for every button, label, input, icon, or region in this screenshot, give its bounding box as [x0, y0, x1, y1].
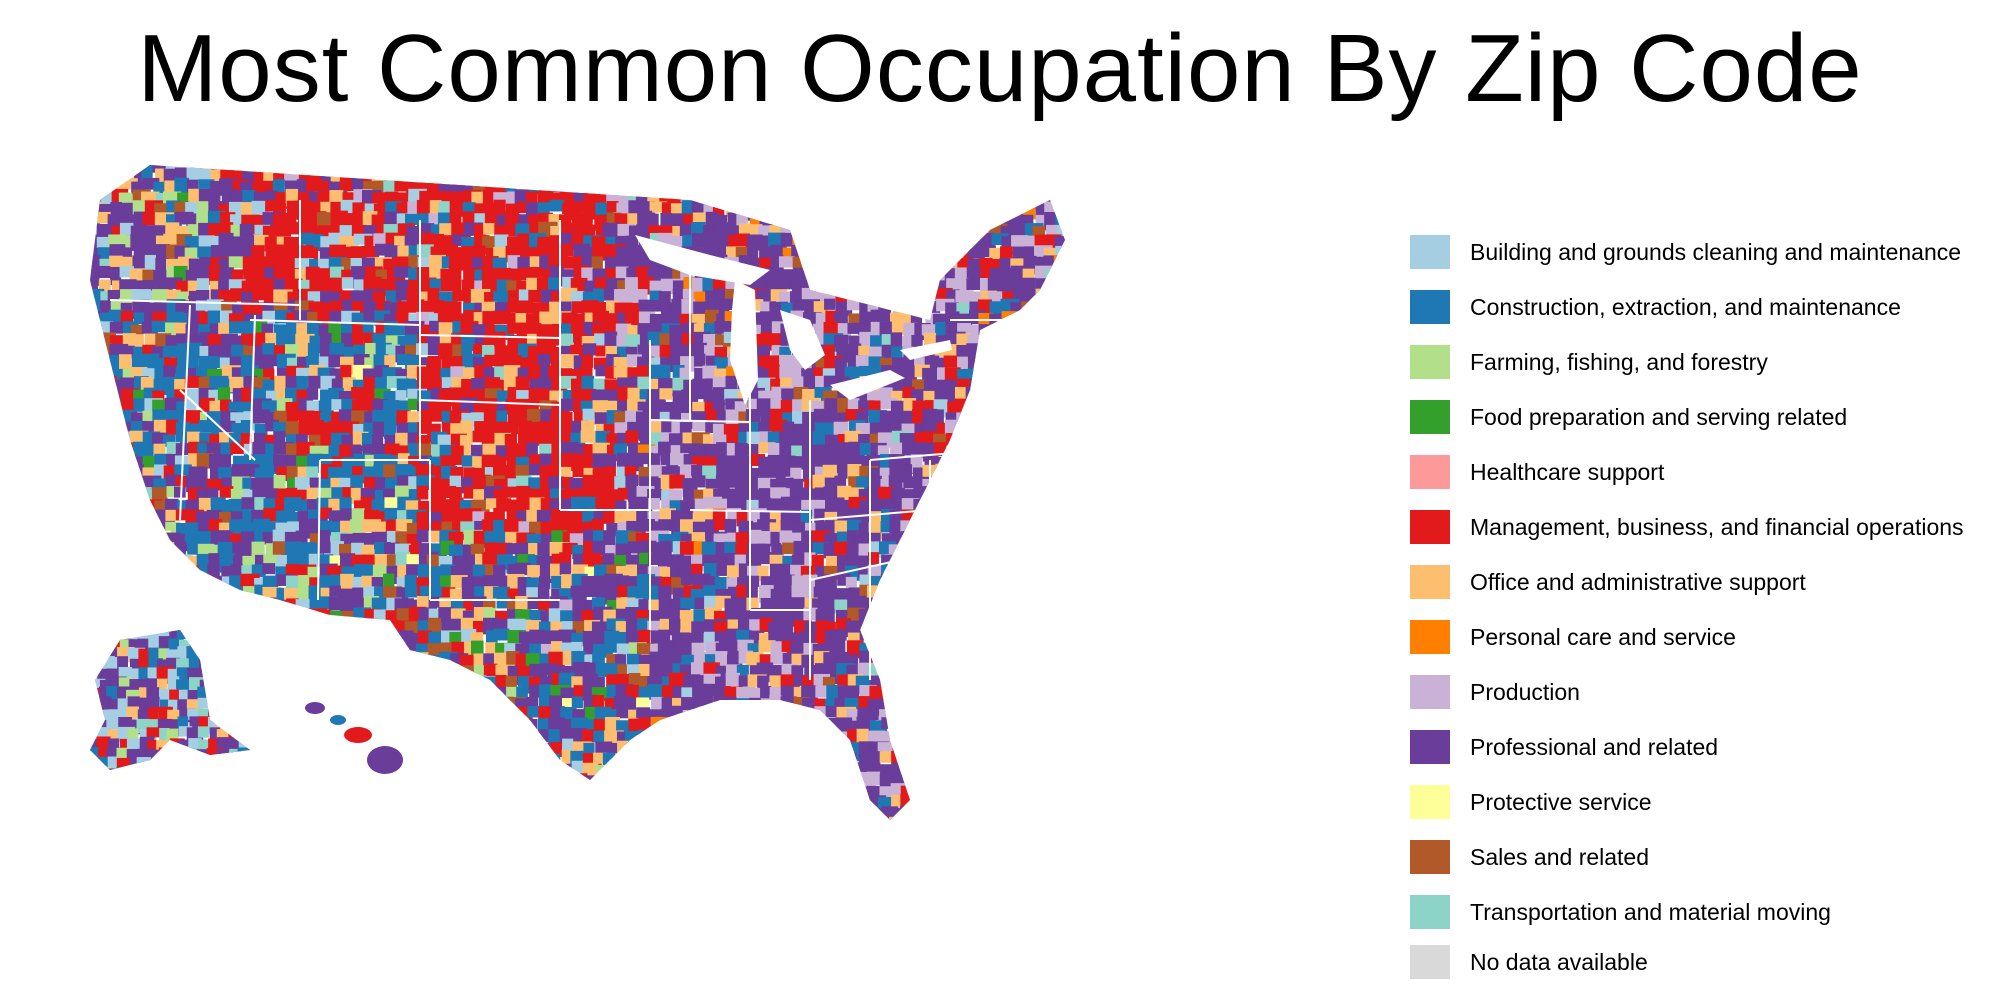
hawaii-island	[330, 715, 346, 725]
legend-label: No data available	[1470, 948, 1648, 975]
legend-item-office-and-administrative-support: Office and administrative support	[1410, 562, 1806, 602]
legend-swatch	[1410, 785, 1450, 819]
lake	[635, 235, 770, 285]
legend-item-healthcare-support: Healthcare support	[1410, 452, 1664, 492]
legend-item-construction-extraction-and-maintenance: Construction, extraction, and maintenanc…	[1410, 287, 1901, 327]
state-border	[649, 419, 751, 423]
legend-label: Farming, fishing, and forestry	[1470, 348, 1768, 375]
legend-swatch	[1410, 675, 1450, 709]
legend-item-farming-fishing-and-forestry: Farming, fishing, and forestry	[1410, 342, 1768, 382]
legend-label: Food preparation and serving related	[1470, 403, 1848, 430]
legend-label: Production	[1470, 678, 1580, 705]
legend-item-management-business-and-financial-operations: Management, business, and financial oper…	[1410, 507, 1964, 547]
legend-swatch	[1410, 510, 1450, 544]
us-choropleth-map	[90, 160, 1390, 1000]
legend-swatch	[1410, 345, 1450, 379]
legend-item-no-data-available: No data available	[1410, 942, 1648, 982]
legend-swatch	[1410, 290, 1450, 324]
map-canvas	[90, 165, 1065, 820]
legend-label: Professional and related	[1470, 733, 1719, 760]
state-border	[419, 334, 561, 339]
legend-label: Management, business, and financial oper…	[1470, 513, 1964, 540]
alaska-region	[90, 630, 250, 770]
state-borders	[109, 200, 1050, 720]
legend-swatch	[1410, 895, 1450, 929]
hawaii-island	[344, 727, 372, 743]
legend-label: Building and grounds cleaning and mainte…	[1470, 238, 1962, 265]
legend-item-transportation-and-material-moving: Transportation and material moving	[1410, 892, 1831, 932]
state-border	[317, 459, 321, 601]
legend-swatch	[1410, 730, 1450, 764]
legend-label: Sales and related	[1470, 843, 1650, 870]
legend-swatch	[1410, 840, 1450, 874]
lake	[730, 280, 758, 405]
lake	[830, 370, 905, 400]
legend-label: Construction, extraction, and maintenanc…	[1470, 293, 1901, 320]
legend-label: Personal care and service	[1470, 623, 1736, 650]
legend-item-building-and-grounds-cleaning-and-maintenance: Building and grounds cleaning and mainte…	[1410, 232, 1961, 272]
legend-label: Protective service	[1470, 788, 1652, 815]
legend-item-professional-and-related: Professional and related	[1410, 727, 1718, 767]
legend-swatch	[1410, 945, 1450, 979]
legend-item-food-preparation-and-serving-related: Food preparation and serving related	[1410, 397, 1847, 437]
state-border	[179, 389, 256, 461]
legend-swatch	[1410, 620, 1450, 654]
state-border	[249, 319, 421, 326]
state-border	[809, 539, 991, 581]
state-border	[689, 509, 811, 513]
hawaii-region	[305, 702, 403, 774]
hawaii-island	[367, 746, 403, 774]
lake	[900, 340, 952, 360]
legend-item-personal-care-and-service: Personal care and service	[1410, 617, 1736, 657]
legend-swatch	[1410, 400, 1450, 434]
state-border	[419, 399, 561, 406]
contiguous-us-region	[90, 165, 1065, 820]
hawaii-island	[305, 702, 325, 714]
legend-item-sales-and-related: Sales and related	[1410, 837, 1649, 877]
lake	[780, 310, 825, 370]
legend-swatch	[1410, 235, 1450, 269]
state-border	[109, 299, 301, 306]
state-border	[179, 304, 191, 521]
legend-label: Office and administrative support	[1470, 568, 1806, 595]
legend-swatch	[1410, 565, 1450, 599]
state-border	[869, 449, 991, 461]
state-border	[249, 314, 256, 461]
great-lakes	[635, 235, 952, 405]
state-border	[809, 509, 931, 521]
legend-label: Healthcare support	[1470, 458, 1665, 485]
map-title: Most Common Occupation By Zip Code	[137, 15, 1863, 122]
legend-label: Transportation and material moving	[1470, 898, 1831, 925]
legend-item-protective-service: Protective service	[1410, 782, 1652, 822]
legend-item-production: Production	[1410, 672, 1580, 712]
legend-swatch	[1410, 455, 1450, 489]
